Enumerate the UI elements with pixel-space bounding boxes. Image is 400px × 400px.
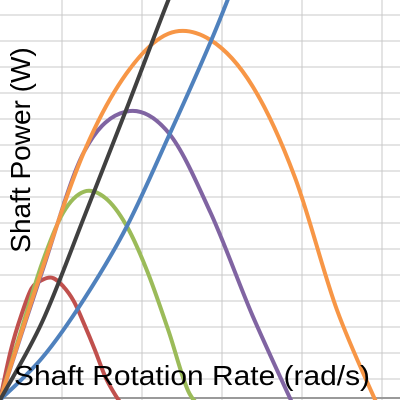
series-line-5 [0, 0, 230, 400]
series-layer [0, 0, 378, 400]
series-line-6 [0, 0, 171, 400]
y-axis-title: Shaft Power (W) [5, 47, 36, 252]
x-axis-title: Shaft Rotation Rate (rad/s) [14, 360, 370, 391]
series-line-4 [0, 28, 378, 400]
series-line-1 [0, 275, 122, 400]
